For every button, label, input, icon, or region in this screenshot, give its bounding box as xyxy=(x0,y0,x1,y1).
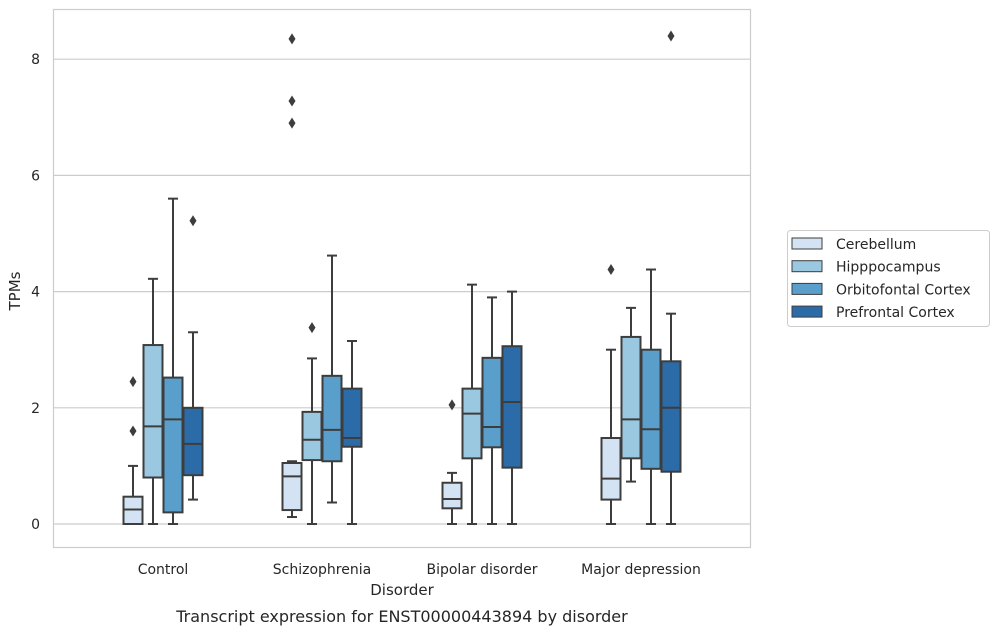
iqr-box xyxy=(501,345,523,469)
outlier-point xyxy=(288,95,296,107)
outlier-point xyxy=(288,33,296,45)
legend: Cerebellum Hipppocampus Orbitofontal Corte… xyxy=(787,230,990,327)
iqr-box xyxy=(461,387,483,460)
iqr-box xyxy=(321,374,343,463)
iqr-box xyxy=(600,437,622,501)
outlier-point xyxy=(667,30,675,42)
plot-frame xyxy=(52,8,752,549)
box-hipppocampus-bipolar-disorder xyxy=(461,283,483,525)
iqr-box xyxy=(182,406,204,477)
box-hipppocampus-schizophrenia xyxy=(301,322,323,525)
legend-swatch-prefrontal-cortex xyxy=(791,305,823,318)
outlier-point xyxy=(308,322,316,334)
y-tick-labels: 0 2 4 6 8 xyxy=(31,52,40,533)
box-cerebellum-bipolar-disorder xyxy=(441,399,463,525)
outlier-point xyxy=(607,264,615,276)
x-tick-label-bipolar-disorder: Bipolar disorder xyxy=(426,562,537,578)
outlier-point xyxy=(129,425,137,437)
iqr-box xyxy=(341,387,363,448)
box-prefrontal-cortex-schizophrenia xyxy=(341,339,363,525)
box-cerebellum-major-depression xyxy=(600,264,622,525)
y-tick-label: 8 xyxy=(31,52,40,68)
iqr-box xyxy=(441,481,463,510)
legend-swatch-cerebellum xyxy=(791,237,823,250)
outlier-point xyxy=(129,376,137,388)
legend-label-cerebellum: Cerebellum xyxy=(836,237,916,253)
legend-label-hipppocampus: Hipppocampus xyxy=(836,260,941,276)
legend-swatch-orbitofontal-cortex xyxy=(791,282,823,295)
box-cerebellum-schizophrenia xyxy=(281,33,303,519)
x-tick-label-major-depression: Major depression xyxy=(581,562,701,578)
box-prefrontal-cortex-major-depression xyxy=(660,30,682,525)
iqr-box xyxy=(301,410,323,462)
iqr-box xyxy=(481,356,503,449)
iqr-box xyxy=(620,335,642,460)
chart-caption: Transcript expression for ENST0000044389… xyxy=(175,607,628,626)
y-tick-label: 6 xyxy=(31,168,40,184)
box-orbitofontal-cortex-control xyxy=(162,197,184,525)
box-prefrontal-cortex-control xyxy=(182,215,204,501)
y-tick-label: 0 xyxy=(31,517,40,533)
boxes xyxy=(122,30,682,525)
box-prefrontal-cortex-bipolar-disorder xyxy=(501,290,523,525)
iqr-box xyxy=(660,360,682,473)
box-hipppocampus-control xyxy=(142,277,164,525)
box-cerebellum-control xyxy=(122,376,144,525)
legend-swatch-hipppocampus xyxy=(791,260,823,273)
box-hipppocampus-major-depression xyxy=(620,306,642,483)
iqr-box xyxy=(142,344,164,479)
x-tick-labels: Control Schizophrenia Bipolar disorder Majo… xyxy=(138,562,701,578)
outlier-point xyxy=(448,399,456,411)
iqr-box xyxy=(640,348,662,470)
y-tick-label: 4 xyxy=(31,285,40,301)
legend-label-orbitofontal-cortex: Orbitofontal Cortex xyxy=(836,282,971,298)
box-orbitofontal-cortex-schizophrenia xyxy=(321,254,343,504)
box-orbitofontal-cortex-bipolar-disorder xyxy=(481,296,503,525)
x-tick-label-schizophrenia: Schizophrenia xyxy=(273,562,371,578)
legend-box xyxy=(787,230,990,327)
legend-label-prefrontal-cortex: Prefrontal Cortex xyxy=(836,305,955,321)
iqr-box xyxy=(281,461,303,512)
outlier-point xyxy=(189,215,197,227)
box-orbitofontal-cortex-major-depression xyxy=(640,268,662,525)
outlier-point xyxy=(288,117,296,129)
y-axis-label: TPMs xyxy=(6,271,24,311)
iqr-box xyxy=(162,376,184,514)
y-tick-label: 2 xyxy=(31,401,40,417)
x-axis-label: Disorder xyxy=(370,581,434,599)
x-tick-label-control: Control xyxy=(138,562,189,578)
